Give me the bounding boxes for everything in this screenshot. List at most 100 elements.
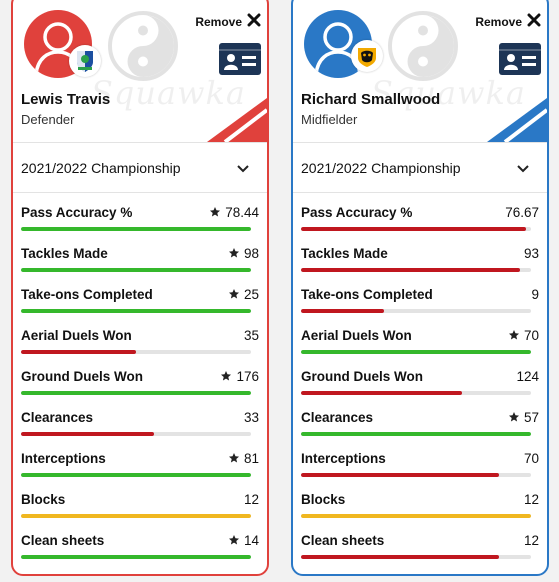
- stat-label: Tackles Made: [21, 245, 108, 261]
- stat-value-wrap: 76.67: [505, 205, 539, 220]
- stat-header: Clean sheets 14: [21, 529, 259, 551]
- stat-value: 9: [531, 286, 539, 302]
- stat-bar-fill: [21, 473, 251, 477]
- stat-bar-track: [21, 555, 251, 559]
- close-icon: [247, 13, 261, 30]
- stat-bar-track: [301, 391, 531, 395]
- stat-value-wrap: 176: [220, 369, 259, 384]
- stat-label: Clean sheets: [21, 532, 105, 548]
- stat-row: Clean sheets 12: [301, 529, 539, 570]
- season-selector[interactable]: 2021/2022 Championship: [293, 143, 547, 193]
- stat-row: Aerial Duels Won 35: [21, 324, 259, 365]
- stat-bar-track: [21, 473, 251, 477]
- stat-row: Tackles Made 93: [301, 242, 539, 283]
- stat-bar-track: [21, 227, 251, 231]
- stat-header: Aerial Duels Won 70: [301, 324, 539, 346]
- stat-value-wrap: 12: [524, 492, 539, 507]
- stat-label: Clean sheets: [301, 532, 385, 548]
- stat-bar-fill: [301, 227, 527, 231]
- remove-button[interactable]: Remove: [475, 13, 541, 30]
- star-icon: [228, 247, 240, 259]
- stat-value: 25: [243, 286, 259, 302]
- stat-bar-track: [301, 514, 531, 518]
- remove-button[interactable]: Remove: [195, 13, 261, 30]
- stat-value: 124: [516, 368, 539, 384]
- stat-header: Clearances 57: [301, 406, 539, 428]
- season-selector[interactable]: 2021/2022 Championship: [13, 143, 267, 193]
- stat-row: Interceptions 70: [301, 447, 539, 488]
- stat-value: 33: [243, 409, 259, 425]
- stat-bar-track: [21, 432, 251, 436]
- stat-value: 12: [523, 532, 539, 548]
- stat-header: Aerial Duels Won 35: [21, 324, 259, 346]
- star-icon: [220, 370, 232, 382]
- stat-bar-fill: [301, 555, 499, 559]
- remove-label: Remove: [195, 14, 242, 29]
- stat-bar-fill: [21, 309, 251, 313]
- stat-row: Take-ons Completed 9: [301, 283, 539, 324]
- stat-row: Clearances 33: [21, 406, 259, 447]
- stat-bar-track: [301, 555, 531, 559]
- player-position: Defender: [21, 112, 75, 127]
- stat-value-wrap: 33: [244, 410, 259, 425]
- stat-label: Blocks: [21, 491, 66, 507]
- stat-row: Clean sheets 14: [21, 529, 259, 570]
- player-position: Midfielder: [301, 112, 358, 127]
- accent-corner: [487, 98, 547, 142]
- stat-bar-fill: [301, 514, 531, 518]
- stat-row: Pass Accuracy % 78.44: [21, 201, 259, 242]
- stat-label: Aerial Duels Won: [301, 327, 412, 343]
- stat-bar-track: [301, 227, 531, 231]
- stat-value: 76.67: [505, 204, 539, 220]
- id-card-icon[interactable]: [219, 43, 261, 80]
- stat-value-wrap: 12: [244, 492, 259, 507]
- stat-bar-track: [301, 309, 531, 313]
- stat-header: Blocks 12: [301, 488, 539, 510]
- stat-row: Aerial Duels Won 70: [301, 324, 539, 365]
- stat-label: Clearances: [301, 409, 374, 425]
- stat-label: Interceptions: [301, 450, 386, 466]
- id-card-icon[interactable]: [499, 43, 541, 80]
- stat-value-wrap: 81: [228, 451, 259, 466]
- stat-header: Blocks 12: [21, 488, 259, 510]
- squawka-logo-watermark: [388, 11, 458, 86]
- stat-label: Pass Accuracy %: [301, 204, 413, 220]
- star-icon: [228, 534, 240, 546]
- star-icon: [228, 288, 240, 300]
- stat-bar-fill: [21, 350, 136, 354]
- stat-header: Clearances 33: [21, 406, 259, 428]
- player-card-left: Squawka Remove Lewis Travis Defender 202…: [11, 0, 269, 576]
- stat-bar-track: [21, 309, 251, 313]
- chevron-down-icon: [237, 160, 249, 176]
- stat-label: Ground Duels Won: [21, 368, 143, 384]
- stat-bar-fill: [21, 227, 251, 231]
- stat-row: Blocks 12: [21, 488, 259, 529]
- star-icon: [508, 329, 520, 341]
- stat-bar-fill: [21, 432, 155, 436]
- stat-value: 12: [243, 491, 259, 507]
- stat-value-wrap: 25: [228, 287, 259, 302]
- stat-header: Tackles Made 98: [21, 242, 259, 264]
- club-badge-icon: [351, 40, 383, 72]
- stat-label: Interceptions: [21, 450, 106, 466]
- stat-bar-fill: [301, 268, 520, 272]
- stat-label: Take-ons Completed: [21, 286, 153, 302]
- stat-bar-track: [301, 268, 531, 272]
- stat-row: Blocks 12: [301, 488, 539, 529]
- stat-value-wrap: 12: [524, 533, 539, 548]
- stat-row: Ground Duels Won 124: [301, 365, 539, 406]
- stat-row: Take-ons Completed 25: [21, 283, 259, 324]
- star-icon: [508, 411, 520, 423]
- squawka-logo-watermark: [108, 11, 178, 86]
- stat-value-wrap: 57: [508, 410, 539, 425]
- stat-bar-track: [301, 432, 531, 436]
- stat-bar-fill: [21, 514, 251, 518]
- stat-header: Take-ons Completed 9: [301, 283, 539, 305]
- stat-value-wrap: 70: [508, 328, 539, 343]
- stat-bar-fill: [301, 432, 531, 436]
- close-icon: [527, 13, 541, 30]
- stat-value: 81: [243, 450, 259, 466]
- stats-list: Pass Accuracy % 76.67 Tackles Made 93 Take-o…: [293, 193, 547, 570]
- stat-value: 70: [523, 327, 539, 343]
- stat-value-wrap: 98: [228, 246, 259, 261]
